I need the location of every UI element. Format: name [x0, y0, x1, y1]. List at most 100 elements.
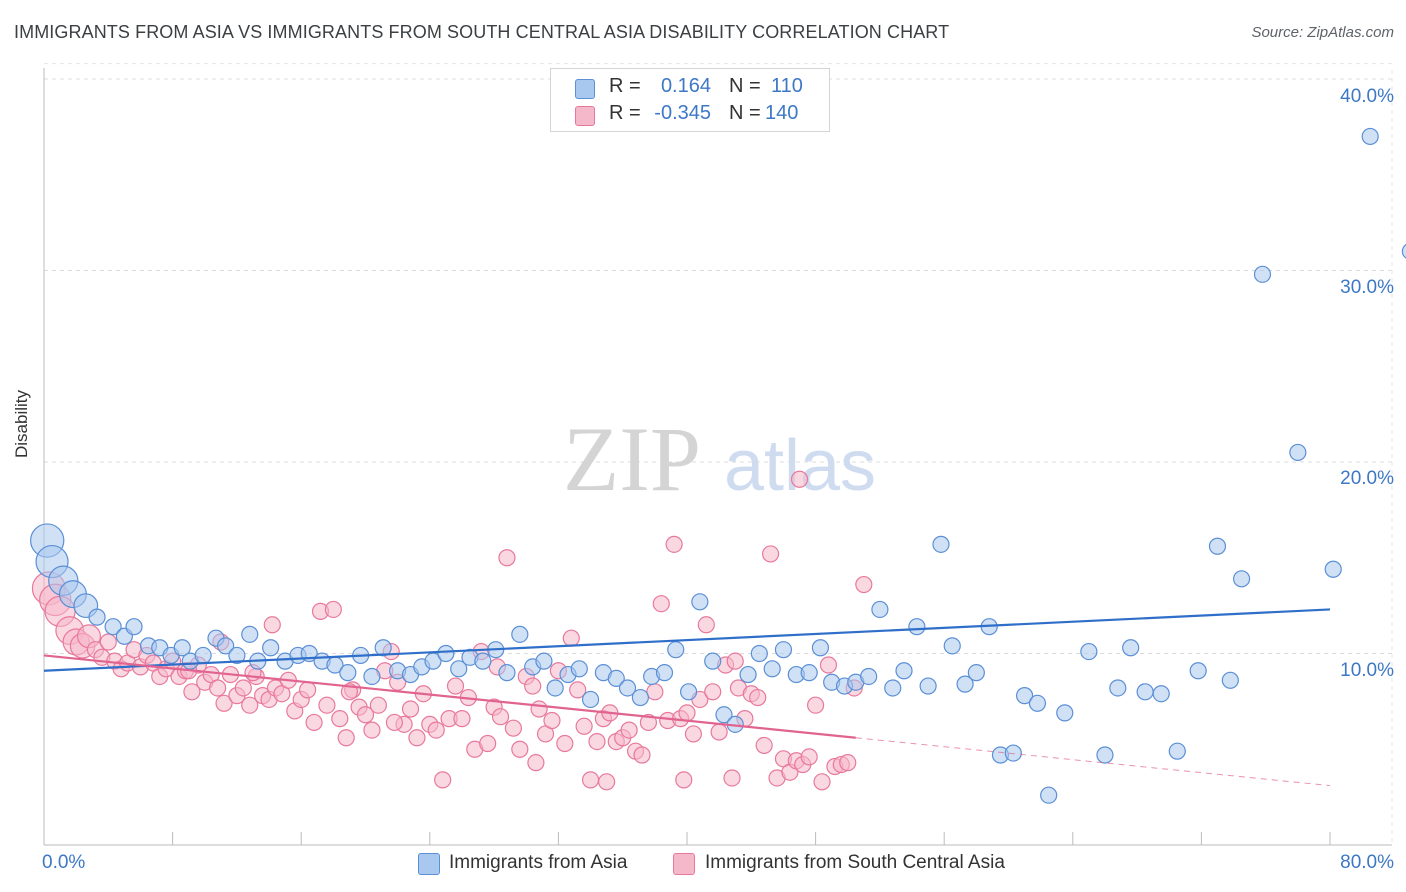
point-asia	[173, 639, 191, 657]
point-south-central-asia	[385, 713, 404, 732]
point-asia	[546, 679, 564, 697]
point-asia	[884, 679, 902, 697]
point-south-central-asia	[479, 734, 497, 753]
point-south-central-asia	[453, 710, 471, 728]
point-south-central-asia	[215, 694, 233, 712]
point-south-central-asia	[761, 545, 780, 563]
point-asia	[704, 652, 722, 670]
point-south-central-asia	[511, 740, 529, 758]
point-asia	[241, 625, 259, 643]
y-tick-20: 20.0%	[1340, 468, 1394, 489]
point-south-central-asia	[790, 470, 809, 488]
point-asia	[450, 660, 468, 678]
point-south-central-asia	[684, 725, 703, 743]
point-south-central-asia	[556, 734, 574, 753]
point-south-central-asia	[530, 700, 548, 718]
legend-row-south-central-asia: R = -0.345 N = 140	[551, 102, 829, 128]
point-asia	[1289, 443, 1307, 462]
chart-title: IMMIGRANTS FROM ASIA VS IMMIGRANTS FROM …	[14, 22, 950, 42]
point-south-central-asia	[855, 575, 873, 594]
point-south-central-asia	[704, 683, 722, 701]
point-south-central-asia	[652, 595, 670, 613]
point-south-central-asia	[504, 719, 522, 737]
trend-line-south-central-asia-extension	[855, 737, 1331, 787]
point-south-central-asia	[569, 681, 587, 699]
point-south-central-asia	[710, 723, 728, 741]
point-asia	[774, 641, 793, 659]
legend-n-value-asia: 110	[771, 75, 803, 97]
point-asia	[631, 688, 649, 707]
point-asia	[967, 664, 985, 682]
point-asia	[932, 535, 950, 553]
point-south-central-asia	[324, 600, 342, 619]
point-south-central-asia	[588, 732, 606, 751]
point-asia	[1208, 537, 1227, 555]
legend-swatch-pink	[575, 106, 595, 126]
point-asia	[655, 664, 674, 682]
gridlines	[44, 63, 1393, 845]
point-asia	[104, 618, 122, 636]
x-tick-min: 0.0%	[42, 852, 86, 873]
point-asia	[228, 646, 246, 665]
point-asia	[217, 637, 235, 655]
point-asia	[1028, 694, 1047, 712]
point-south-central-asia	[369, 696, 387, 714]
legend-n-label: N =	[729, 102, 761, 124]
point-asia	[715, 706, 733, 724]
point-south-central-asia	[356, 706, 375, 724]
point-south-central-asia	[562, 629, 580, 647]
point-asia	[956, 675, 974, 693]
legend-row-asia: R = 0.164 N = 110	[551, 75, 829, 101]
point-south-central-asia	[678, 704, 696, 722]
watermark-zip: ZIP	[563, 408, 701, 510]
legend-swatch-blue	[575, 79, 595, 99]
point-south-central-asia	[665, 535, 683, 553]
point-south-central-asia	[401, 700, 420, 718]
point-asia	[1189, 662, 1207, 680]
point-asia	[860, 667, 878, 686]
point-south-central-asia	[498, 549, 516, 567]
point-south-central-asia	[581, 771, 600, 789]
point-south-central-asia	[543, 711, 561, 730]
point-asia	[581, 690, 600, 709]
point-south-central-asia	[726, 652, 744, 670]
point-south-central-asia	[299, 681, 317, 699]
point-asia	[908, 618, 926, 636]
point-asia	[607, 669, 625, 687]
point-south-central-asia	[755, 736, 773, 755]
point-south-central-asia	[318, 696, 336, 714]
series-south-central-asia-points	[31, 470, 873, 791]
watermark: ZIP atlas	[563, 408, 876, 510]
point-asia	[262, 639, 280, 657]
point-asia	[535, 652, 553, 670]
point-south-central-asia	[646, 683, 664, 701]
point-south-central-asia	[446, 677, 465, 695]
legend-label-south-central-asia: Immigrants from South Central Asia	[705, 852, 1005, 873]
correlation-legend: R = 0.164 N = 110 R = -0.345 N = 140	[550, 68, 830, 132]
point-asia	[1004, 744, 1022, 762]
point-south-central-asia	[527, 754, 545, 772]
point-south-central-asia	[263, 616, 281, 634]
point-asia	[570, 660, 588, 678]
point-south-central-asia	[806, 696, 825, 714]
point-asia	[1324, 560, 1342, 578]
point-asia	[618, 679, 637, 697]
point-asia	[1015, 687, 1034, 705]
y-tick-30: 30.0%	[1340, 277, 1394, 298]
point-south-central-asia	[434, 771, 452, 789]
point-asia	[374, 639, 392, 657]
point-asia	[1253, 265, 1272, 283]
point-asia	[1401, 243, 1406, 259]
point-asia	[1056, 704, 1074, 722]
legend-swatch-asia	[418, 853, 440, 875]
point-south-central-asia	[183, 683, 201, 701]
legend-r-label: R =	[609, 102, 641, 124]
point-asia	[498, 664, 516, 682]
point-asia	[194, 646, 212, 665]
point-asia	[1096, 746, 1114, 764]
point-south-central-asia	[491, 708, 510, 726]
point-asia	[739, 665, 757, 684]
point-asia	[1040, 786, 1058, 804]
point-south-central-asia	[819, 656, 838, 674]
